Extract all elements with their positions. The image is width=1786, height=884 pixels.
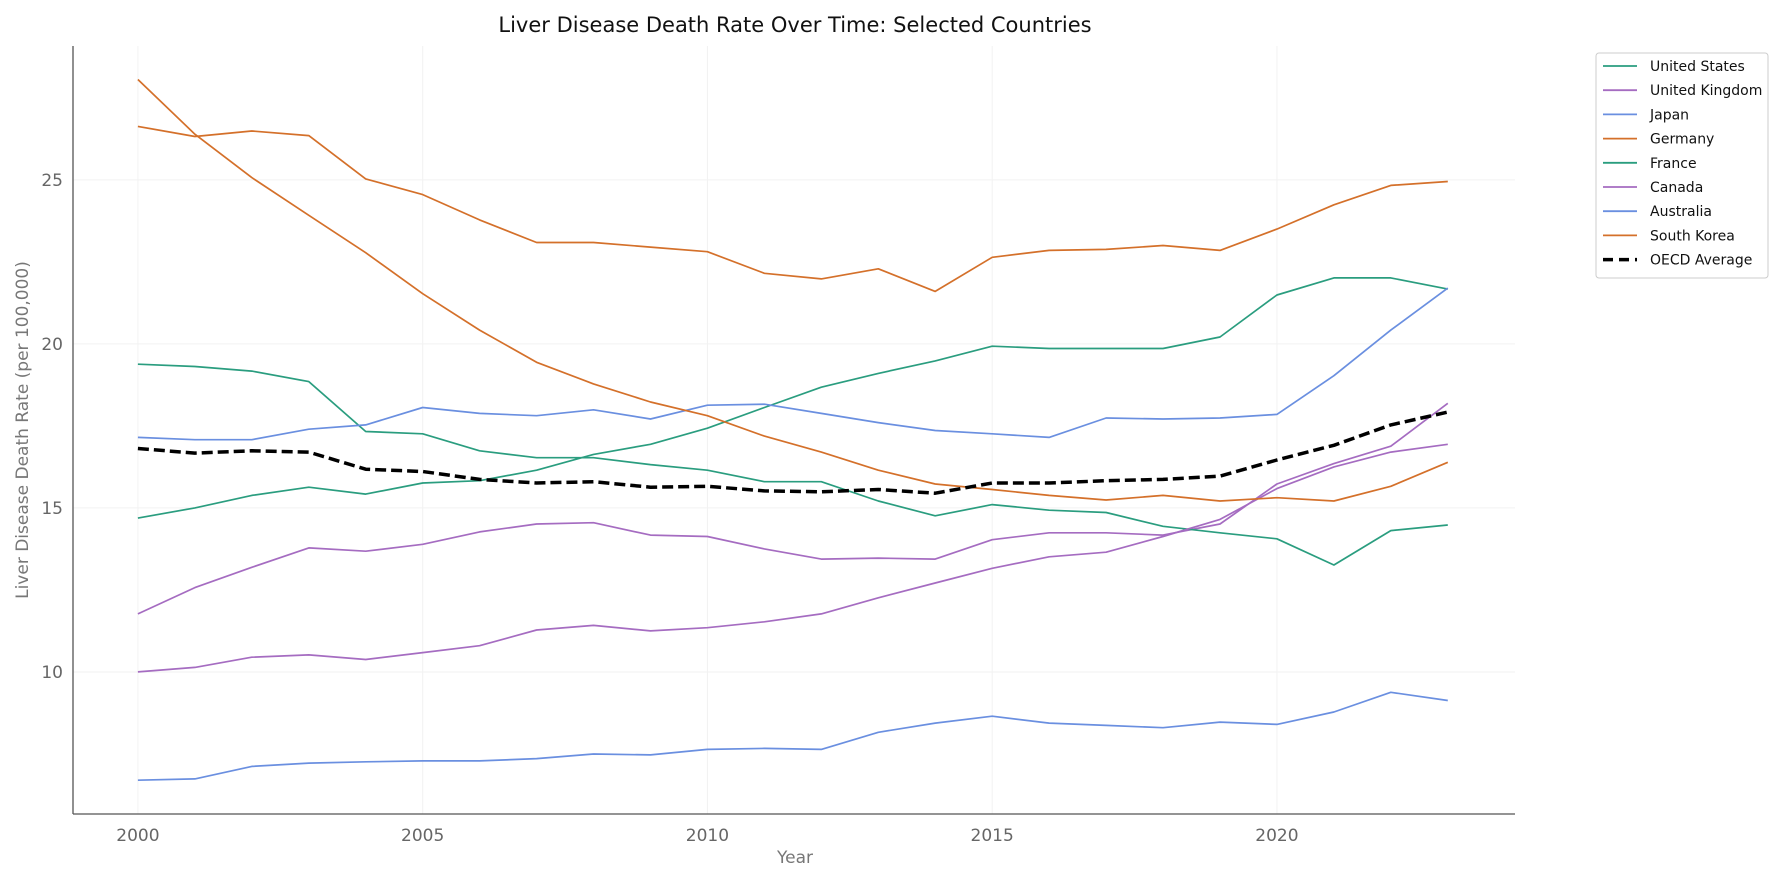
x-tick-label: 2015 <box>971 826 1014 846</box>
x-axis-label: Year <box>776 848 813 868</box>
legend-label-canada: Canada <box>1650 180 1703 196</box>
series-line-france <box>137 363 1448 566</box>
series-line-united-states <box>137 277 1448 519</box>
legend-label-united-kingdom: United Kingdom <box>1650 83 1762 99</box>
legend-box <box>1595 52 1769 279</box>
y-tick-label: 25 <box>41 171 63 191</box>
series-line-canada <box>137 443 1448 673</box>
y-axis-label: Liver Disease Death Rate (per 100,000) <box>13 261 33 599</box>
series-line-oecd-average <box>137 410 1449 495</box>
legend-label-south-korea: South Korea <box>1650 228 1735 244</box>
axes <box>72 46 1515 815</box>
series-line-united-kingdom <box>137 402 1449 615</box>
y-tick-label: 15 <box>41 499 63 519</box>
y-tick-label: 20 <box>41 335 63 355</box>
legend-label-oecd-average: OECD Average <box>1650 253 1752 269</box>
legend-label-australia: Australia <box>1650 204 1712 220</box>
series-line-japan <box>137 691 1448 782</box>
legend-label-japan: Japan <box>1649 107 1689 123</box>
tick-labels: 2000 2005 2010 2015 2020 10 15 20 25 <box>41 171 1298 846</box>
x-tick-label: 2010 <box>686 826 729 846</box>
series-line-south-korea <box>137 78 1449 502</box>
x-tick-label: 2000 <box>116 826 159 846</box>
legend-label-germany: Germany <box>1650 132 1714 148</box>
y-tick-label: 10 <box>41 663 63 683</box>
x-tick-label: 2020 <box>1255 826 1298 846</box>
x-tick-label: 2005 <box>401 826 444 846</box>
series-line-germany <box>137 125 1448 293</box>
legend: United States United Kingdom Japan Germany F… <box>1595 52 1769 279</box>
series-line-australia <box>137 287 1449 441</box>
grid <box>73 46 1515 814</box>
legend-label-france: France <box>1650 156 1697 172</box>
series-lines <box>137 78 1449 782</box>
legend-label-united-states: United States <box>1650 59 1745 75</box>
chart-title: Liver Disease Death Rate Over Time: Sele… <box>498 13 1091 37</box>
